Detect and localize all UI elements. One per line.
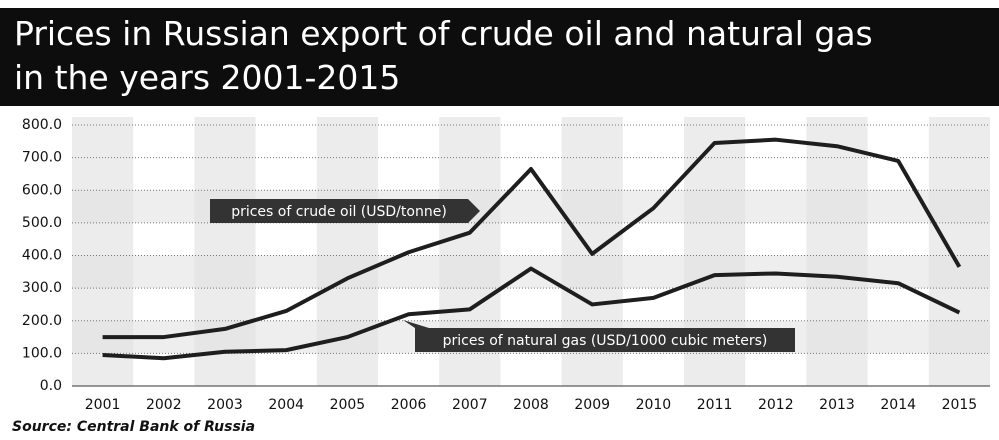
y-tick-label: 500.0: [22, 215, 62, 231]
x-tick-label: 2011: [697, 397, 733, 413]
x-tick-label: 2015: [942, 397, 978, 413]
x-tick-label: 2002: [146, 397, 182, 413]
series-label-arrow: [468, 199, 480, 223]
y-tick-label: 400.0: [22, 248, 62, 264]
y-tick-label: 700.0: [22, 150, 62, 166]
y-tick-label: 800.0: [22, 117, 62, 133]
x-tick-label: 2013: [819, 397, 855, 413]
x-tick-label: 2001: [85, 397, 121, 413]
background-stripe: [72, 255, 990, 289]
y-tick-label: 100.0: [22, 345, 62, 361]
x-tick-label: 2006: [391, 397, 427, 413]
header: Prices in Russian export of crude oil an…: [0, 8, 999, 106]
x-tick-label: 2012: [758, 397, 794, 413]
y-tick-label: 300.0: [22, 280, 62, 296]
x-tick-label: 2009: [574, 397, 610, 413]
background-stripe: [72, 190, 990, 223]
y-tick-label: 200.0: [22, 313, 62, 329]
legend-label: prices of natural gas (USD/1000 cubic me…: [443, 333, 768, 349]
series-line: [102, 266, 961, 361]
y-tick-label: 600.0: [22, 182, 62, 198]
chart-title: Prices in Russian export of crude oil an…: [14, 14, 873, 97]
series-label-box: [415, 328, 795, 352]
y-tick-label: 0.0: [40, 378, 62, 394]
series-line: [102, 137, 962, 340]
x-tick-label: 2004: [268, 397, 304, 413]
x-tick-label: 2005: [330, 397, 366, 413]
x-tick-label: 2007: [452, 397, 488, 413]
series-label-box: [210, 199, 468, 223]
legend-label: prices of crude oil (USD/tonne): [231, 204, 447, 220]
x-tick-label: 2008: [513, 397, 549, 413]
x-tick-label: 2010: [636, 397, 672, 413]
x-tick-label: 2003: [207, 397, 243, 413]
x-tick-label: 2014: [880, 397, 916, 413]
series-label-arrow: [403, 320, 429, 328]
source: Source: Central Bank of Russia: [12, 419, 255, 435]
